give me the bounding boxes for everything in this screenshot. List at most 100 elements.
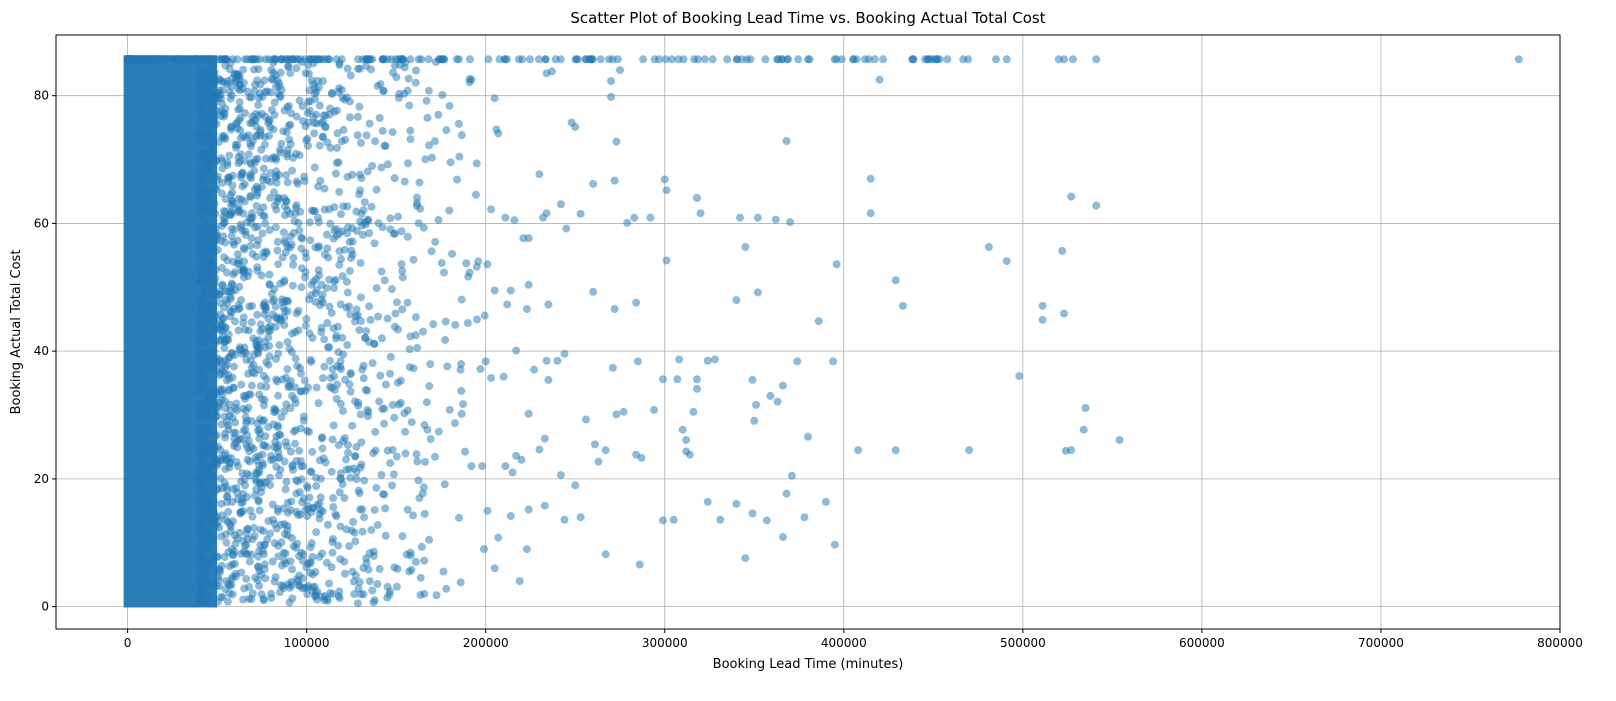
scatter-point xyxy=(220,478,229,487)
scatter-point xyxy=(232,406,241,415)
scatter-point xyxy=(451,320,460,329)
scatter-point xyxy=(481,357,490,366)
scatter-point xyxy=(341,569,350,578)
scatter-point-cap xyxy=(354,55,363,64)
scatter-point xyxy=(288,166,297,175)
scatter-point xyxy=(984,243,993,252)
scatter-point xyxy=(195,562,204,571)
scatter-point xyxy=(417,542,426,551)
scatter-point xyxy=(318,507,327,516)
scatter-point xyxy=(283,531,292,540)
scatter-point xyxy=(616,66,624,75)
scatter-point xyxy=(610,176,619,185)
scatter-point xyxy=(250,531,259,540)
scatter-point xyxy=(371,137,380,146)
scatter-point xyxy=(312,383,321,392)
scatter-point xyxy=(388,481,397,490)
scatter-point xyxy=(782,489,791,498)
scatter-point xyxy=(312,285,321,294)
scatter-point xyxy=(393,378,402,387)
scatter-point xyxy=(302,563,311,572)
scatter-point-cap xyxy=(332,55,341,64)
scatter-point xyxy=(204,80,213,89)
scatter-point xyxy=(271,322,280,331)
scatter-point xyxy=(292,575,301,584)
scatter-point xyxy=(571,122,580,131)
scatter-point xyxy=(217,112,226,121)
scatter-point xyxy=(297,475,306,484)
scatter-point-cap xyxy=(255,55,264,64)
scatter-point xyxy=(211,519,220,528)
scatter-point xyxy=(312,110,321,119)
scatter-point xyxy=(197,230,206,239)
scatter-point xyxy=(292,489,301,498)
scatter-point xyxy=(352,468,361,477)
scatter-point xyxy=(198,316,207,325)
scatter-point xyxy=(212,581,221,590)
scatter-point xyxy=(501,462,510,471)
scatter-point xyxy=(228,199,237,208)
scatter-point-cap xyxy=(964,55,973,64)
scatter-point xyxy=(230,317,239,326)
scatter-point xyxy=(212,412,221,421)
scatter-point xyxy=(277,85,286,94)
scatter-point xyxy=(207,121,216,130)
scatter-point xyxy=(242,574,251,583)
scatter-point xyxy=(221,104,230,113)
scatter-point xyxy=(439,567,448,576)
scatter-point xyxy=(199,365,208,374)
scatter-point xyxy=(357,174,366,183)
scatter-point xyxy=(632,298,641,307)
scatter-point xyxy=(329,502,338,511)
scatter-point xyxy=(353,131,362,140)
scatter-point xyxy=(352,305,361,314)
scatter-point xyxy=(383,593,392,602)
scatter-point xyxy=(336,522,345,531)
scatter-point xyxy=(272,432,281,441)
scatter-point-cap xyxy=(852,55,861,64)
scatter-point xyxy=(821,497,830,506)
scatter-point xyxy=(247,318,256,327)
scatter-point xyxy=(334,158,343,167)
scatter-point xyxy=(209,246,218,255)
scatter-point xyxy=(246,506,255,515)
scatter-point xyxy=(423,425,432,434)
scatter-point-cap xyxy=(700,55,709,64)
scatter-point xyxy=(386,369,395,378)
scatter-point xyxy=(334,541,343,550)
dense-point-cluster xyxy=(123,55,1523,608)
scatter-point xyxy=(280,236,289,245)
scatter-point xyxy=(378,223,387,232)
scatter-point xyxy=(501,213,510,222)
scatter-point xyxy=(277,538,286,547)
scatter-point xyxy=(556,200,565,209)
scatter-point xyxy=(318,433,327,442)
scatter-point xyxy=(260,76,269,85)
scatter-point xyxy=(235,528,244,537)
y-tick-label: 0 xyxy=(41,600,49,614)
scatter-point xyxy=(363,167,372,176)
scatter-point xyxy=(524,280,533,289)
scatter-point xyxy=(211,209,220,218)
scatter-point xyxy=(282,373,291,382)
scatter-point-cap xyxy=(197,55,206,64)
scatter-point xyxy=(446,158,455,167)
scatter-point xyxy=(490,94,499,103)
scatter-point xyxy=(293,179,302,188)
scatter-point xyxy=(442,584,451,593)
scatter-point xyxy=(329,283,338,292)
scatter-point xyxy=(339,125,348,134)
scatter-point-cap xyxy=(484,55,493,64)
scatter-point xyxy=(310,94,319,103)
scatter-point xyxy=(245,214,254,223)
scatter-point xyxy=(381,531,390,540)
scatter-point xyxy=(284,62,293,71)
scatter-point xyxy=(425,382,434,391)
scatter-point xyxy=(1092,201,1101,210)
scatter-point xyxy=(445,405,454,414)
scatter-point-cap xyxy=(992,55,1000,64)
scatter-point-cap xyxy=(465,55,474,64)
scatter-point xyxy=(195,387,204,396)
scatter-point xyxy=(281,485,290,494)
scatter-point xyxy=(279,584,288,593)
